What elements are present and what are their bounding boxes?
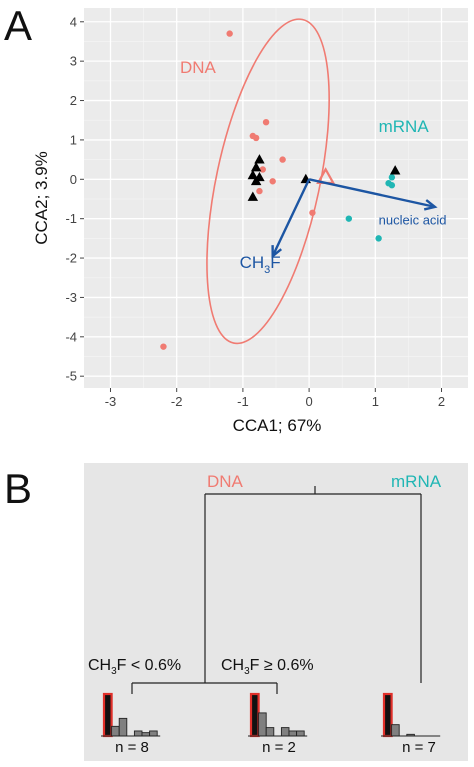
dna-point [279, 156, 286, 163]
histogram-bar [296, 730, 305, 737]
triangle-point [389, 165, 401, 175]
dna-subtree-connector [131, 682, 278, 694]
ch3f-high-part2: F ≥ 0.6% [250, 657, 314, 674]
y-tick-label: -5 [65, 369, 77, 384]
leaf-histogram [248, 692, 308, 738]
x-tick-label: 1 [372, 394, 379, 409]
tree-branches [131, 486, 422, 694]
arrow-head [423, 199, 438, 211]
tree-mrna-label: mRNA [391, 472, 442, 491]
root-connector [204, 486, 422, 683]
histogram-bar [288, 730, 298, 737]
dna-point [309, 209, 316, 216]
y-tick-label: -2 [65, 251, 77, 266]
panel-a-ticks: -3 -2 -1 0 1 2 4 3 2 1 0 -1 -2 -3 -4 -5 [65, 14, 445, 409]
panel-b-letter: B [4, 465, 32, 512]
y-tick-label: -1 [65, 211, 77, 226]
x-tick-label: 2 [438, 394, 445, 409]
histogram-bar [280, 727, 290, 737]
mrna-point [388, 174, 396, 181]
histogram-bar [118, 717, 128, 737]
arrow-head [271, 245, 283, 259]
arrow-shaft [308, 178, 436, 209]
y-tick-label: 0 [70, 172, 77, 187]
dna-point [259, 166, 266, 173]
ch3f-high-split-label: CH3F ≥ 0.6% [221, 657, 314, 677]
ch3f-low-split-label: CH3F < 0.6% [88, 657, 181, 677]
panel-a-y-axis-label: CCA2; 3.9% [32, 151, 51, 245]
triangle-point [250, 161, 262, 172]
triangle-point [247, 169, 259, 180]
x-tick-label: -3 [105, 394, 117, 409]
y-tick-label: -4 [65, 329, 77, 344]
dna-point [252, 134, 260, 142]
x-tick-label: 0 [305, 394, 312, 409]
ch3f-low-part2: F < 0.6% [117, 657, 181, 674]
histogram-bar [149, 730, 158, 737]
panel-b-tree-background [84, 463, 468, 761]
ch3f-arrow-label: CH3F [240, 253, 281, 276]
nucleic-acid-arrow-label: nucleic acid [379, 213, 447, 228]
panel-a-gridlines [84, 8, 468, 388]
ch3f-high-sub: 3 [244, 666, 250, 677]
histogram-bar [265, 727, 275, 737]
x-tick-label: -2 [171, 394, 183, 409]
y-tick-label: -3 [65, 290, 77, 305]
histogram-bar-highlighted [249, 692, 260, 738]
histogram-bar [111, 725, 120, 737]
leaf-histogram [381, 692, 441, 738]
mrna-point [388, 182, 396, 189]
panel-a-x-axis-label: CCA1; 67% [233, 416, 322, 435]
histogram-bar [141, 732, 151, 737]
ch3f-low-part1: CH [88, 657, 111, 674]
panel-a-arrows [271, 178, 438, 259]
dna-point [256, 187, 263, 195]
dna-point [269, 178, 276, 185]
dna-point [226, 30, 233, 37]
panel-a-letter: A [4, 2, 32, 49]
leaf-label: n = 7 [402, 739, 436, 756]
y-tick-label: 3 [70, 54, 77, 69]
ch3f-high-part1: CH [221, 657, 244, 674]
histogram-bar [133, 730, 143, 737]
triangle-point [247, 191, 259, 201]
mrna-point [345, 215, 353, 222]
triangle-point [250, 175, 262, 186]
ch3f-low-sub: 3 [111, 666, 117, 677]
leaf-label: n = 2 [262, 739, 296, 756]
ch3f-arrow-label-main: CH [240, 253, 265, 272]
arrow-shaft [271, 178, 311, 257]
y-tick-label: 2 [70, 93, 77, 108]
dna-point [262, 118, 270, 126]
leaf-histogram [101, 692, 161, 738]
y-tick-label: 4 [70, 14, 77, 29]
x-tick-label: -1 [237, 394, 249, 409]
mrna-point [375, 235, 382, 242]
ch3f-arrow-label-sub: 3 [264, 264, 270, 276]
histogram-bar-highlighted [102, 692, 113, 738]
ch3f-arrow-label-tail: F [270, 253, 280, 272]
mrna-group-label: mRNA [379, 117, 430, 136]
histogram-bar-highlighted [382, 692, 393, 738]
histogram-bar [391, 724, 400, 737]
dna-group-label: DNA [180, 58, 217, 77]
dna-confidence-ellipse [206, 18, 330, 345]
dna-point [160, 343, 167, 350]
triangle-point [254, 154, 265, 164]
y-tick-label: 1 [70, 132, 77, 147]
tree-dna-label: DNA [207, 472, 244, 491]
leaf-label: n = 8 [115, 739, 149, 756]
histogram-bar [258, 712, 267, 737]
tree-leaves [101, 692, 441, 738]
